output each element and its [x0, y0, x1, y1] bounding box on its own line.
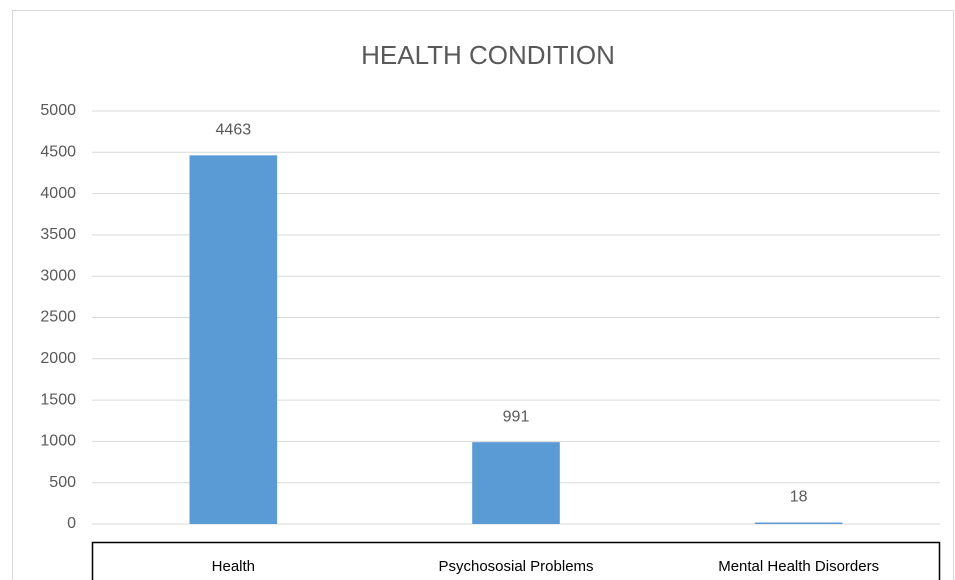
data-label: 18 — [790, 489, 808, 506]
y-tick-label: 3000 — [40, 267, 76, 284]
y-tick-label: 1500 — [40, 391, 76, 408]
bar — [754, 522, 843, 524]
category-box — [91, 541, 941, 580]
data-label: 4463 — [216, 122, 252, 139]
x-tick-label: Psychososial Problems — [438, 558, 593, 575]
y-tick-label: 2500 — [40, 309, 76, 326]
x-tick-label: Mental Health Disorders — [718, 558, 879, 575]
y-tick-label: 2000 — [40, 350, 76, 367]
y-tick-label: 1000 — [40, 433, 76, 450]
y-tick-label: 5000 — [40, 102, 76, 119]
y-tick-label: 4500 — [40, 144, 76, 161]
bar — [189, 155, 278, 524]
bar — [472, 442, 560, 524]
y-tick-label: 500 — [49, 474, 76, 491]
chart-title: HEALTH CONDITION — [361, 40, 615, 70]
y-tick-label: 4000 — [40, 185, 76, 202]
y-tick-label: 3500 — [40, 226, 76, 243]
data-label: 991 — [503, 408, 530, 425]
y-tick-label: 0 — [67, 515, 76, 532]
x-tick-label: Health — [212, 558, 255, 575]
